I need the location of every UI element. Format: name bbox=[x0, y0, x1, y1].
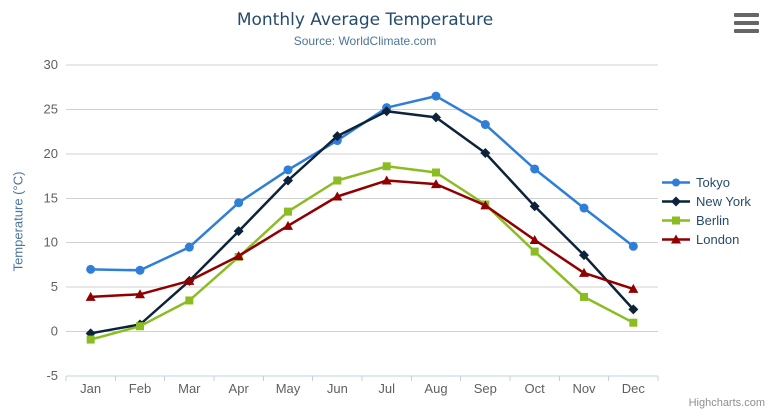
x-tick-label: Sep bbox=[474, 381, 497, 396]
export-menu-button[interactable] bbox=[734, 13, 760, 33]
legend-item-london[interactable]: London bbox=[661, 232, 767, 247]
series-london bbox=[85, 175, 639, 301]
hamburger-icon bbox=[734, 29, 759, 33]
hamburger-icon bbox=[734, 21, 759, 25]
y-tick-label: 10 bbox=[44, 235, 58, 250]
y-tick-label: -5 bbox=[46, 368, 58, 383]
x-tick-label: Nov bbox=[572, 381, 596, 396]
legend-label: New York bbox=[696, 194, 751, 209]
x-tick-label: Feb bbox=[129, 381, 151, 396]
legend-item-berlin[interactable]: Berlin bbox=[661, 213, 767, 228]
x-tick-label: Oct bbox=[525, 381, 546, 396]
x-tick-label: May bbox=[276, 381, 301, 396]
y-tick-label: 25 bbox=[44, 101, 58, 116]
gridlines bbox=[66, 64, 658, 333]
y-axis-title: Temperature (°C) bbox=[10, 171, 26, 272]
x-tick-label: Aug bbox=[424, 381, 447, 396]
y-tick-label: 5 bbox=[51, 279, 58, 294]
x-tick-label: Jun bbox=[327, 381, 348, 396]
y-tick-label: 15 bbox=[44, 190, 58, 205]
legend: Tokyo New York Berlin London bbox=[661, 175, 767, 252]
chart-title: Monthly Average Temperature bbox=[236, 10, 494, 30]
chart-subtitle: Source: WorldClimate.com bbox=[293, 34, 437, 48]
x-tick-label: Jul bbox=[378, 381, 395, 396]
legend-item-tokyo[interactable]: Tokyo bbox=[661, 175, 767, 190]
circle-marker-icon bbox=[662, 178, 690, 187]
series-tokyo bbox=[86, 91, 638, 275]
x-axis bbox=[65, 375, 659, 381]
series-new-york bbox=[85, 106, 639, 339]
x-tick-label: Apr bbox=[229, 381, 250, 396]
hamburger-icon bbox=[734, 13, 759, 17]
legend-label: Tokyo bbox=[696, 175, 730, 190]
axis-labels: -5 0 5 10 15 20 25 30 Jan Feb Mar Apr May Jun Jul Aug Se… bbox=[44, 57, 646, 396]
y-tick-label: 30 bbox=[44, 57, 58, 72]
triangle-marker-icon bbox=[662, 234, 690, 244]
legend-label: Berlin bbox=[696, 213, 730, 228]
diamond-marker-icon bbox=[662, 196, 690, 207]
y-tick-label: 0 bbox=[51, 324, 58, 339]
legend-item-new-york[interactable]: New York bbox=[661, 194, 767, 209]
y-tick-label: 20 bbox=[44, 146, 58, 161]
x-tick-label: Jan bbox=[80, 381, 101, 396]
square-marker-icon bbox=[662, 216, 690, 225]
legend-label: London bbox=[696, 232, 740, 247]
x-tick-label: Dec bbox=[622, 381, 646, 396]
x-tick-label: Mar bbox=[178, 381, 201, 396]
highcharts-credit[interactable]: Highcharts.com bbox=[688, 397, 765, 409]
